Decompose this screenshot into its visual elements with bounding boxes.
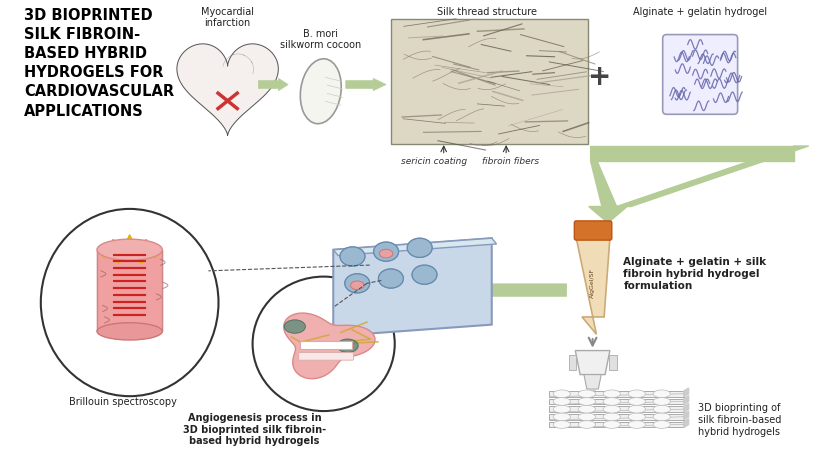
Ellipse shape xyxy=(300,59,342,124)
Ellipse shape xyxy=(351,281,364,289)
Ellipse shape xyxy=(554,390,571,398)
Ellipse shape xyxy=(578,405,596,413)
Ellipse shape xyxy=(653,421,671,428)
Text: AlgGel/SF: AlgGel/SF xyxy=(590,268,595,298)
Text: fibroin fibers: fibroin fibers xyxy=(483,157,540,166)
Polygon shape xyxy=(549,394,684,396)
Polygon shape xyxy=(576,238,610,334)
Polygon shape xyxy=(346,78,386,90)
Polygon shape xyxy=(97,250,163,331)
Polygon shape xyxy=(616,146,808,207)
Ellipse shape xyxy=(653,413,671,421)
Ellipse shape xyxy=(603,413,620,421)
Text: +: + xyxy=(587,63,611,91)
Polygon shape xyxy=(299,341,352,349)
Ellipse shape xyxy=(412,265,437,284)
Ellipse shape xyxy=(628,398,645,405)
Polygon shape xyxy=(684,396,689,405)
FancyBboxPatch shape xyxy=(391,19,587,144)
Ellipse shape xyxy=(603,390,620,398)
Ellipse shape xyxy=(340,247,365,266)
Text: Brillouin spectroscopy: Brillouin spectroscopy xyxy=(69,396,177,407)
Polygon shape xyxy=(591,146,616,219)
Ellipse shape xyxy=(628,421,645,428)
Ellipse shape xyxy=(578,398,596,405)
Ellipse shape xyxy=(653,398,671,405)
Ellipse shape xyxy=(603,405,620,413)
Text: 3D BIOPRINTED
SILK FIBROIN-
BASED HYBRID
HYDROGELS FOR
CARDIOVASCULAR
APPLICATIO: 3D BIOPRINTED SILK FIBROIN- BASED HYBRID… xyxy=(24,8,174,119)
Polygon shape xyxy=(549,414,684,420)
Polygon shape xyxy=(97,250,163,331)
Ellipse shape xyxy=(554,413,571,421)
Polygon shape xyxy=(684,388,689,396)
Text: Angiogenesis process in
3D bioprinted silk fibroin-
based hybrid hydrogels: Angiogenesis process in 3D bioprinted si… xyxy=(183,413,326,446)
Polygon shape xyxy=(333,238,492,336)
Text: Alginate + gelatin + silk
fibroin hybrid hydrogel
formulation: Alginate + gelatin + silk fibroin hybrid… xyxy=(624,257,766,291)
Polygon shape xyxy=(549,409,684,412)
Ellipse shape xyxy=(578,390,596,398)
Text: Silk thread structure: Silk thread structure xyxy=(437,7,537,17)
Ellipse shape xyxy=(628,413,645,421)
Ellipse shape xyxy=(653,390,671,398)
Ellipse shape xyxy=(603,421,620,428)
Polygon shape xyxy=(258,78,288,90)
Polygon shape xyxy=(284,313,375,379)
Ellipse shape xyxy=(337,339,358,352)
Text: 3D bioprinting of
silk fibroin-based
hybrid hydrogels: 3D bioprinting of silk fibroin-based hyb… xyxy=(698,403,781,436)
Text: B. mori
silkworm cocoon: B. mori silkworm cocoon xyxy=(280,29,361,50)
Ellipse shape xyxy=(554,421,571,428)
Ellipse shape xyxy=(40,209,219,396)
Polygon shape xyxy=(333,238,497,256)
Ellipse shape xyxy=(380,249,393,258)
Ellipse shape xyxy=(578,413,596,421)
Ellipse shape xyxy=(252,277,394,411)
Polygon shape xyxy=(589,207,627,223)
Polygon shape xyxy=(684,411,689,420)
Ellipse shape xyxy=(653,405,671,413)
Ellipse shape xyxy=(374,242,398,261)
Polygon shape xyxy=(609,356,616,370)
Polygon shape xyxy=(549,422,684,428)
FancyBboxPatch shape xyxy=(662,35,738,114)
Ellipse shape xyxy=(408,238,432,257)
Polygon shape xyxy=(684,403,689,412)
Ellipse shape xyxy=(628,405,645,413)
Ellipse shape xyxy=(97,323,163,340)
Polygon shape xyxy=(177,44,278,135)
Ellipse shape xyxy=(345,274,370,293)
Polygon shape xyxy=(584,374,601,389)
Polygon shape xyxy=(591,146,794,162)
Ellipse shape xyxy=(628,390,645,398)
Polygon shape xyxy=(455,279,567,302)
Ellipse shape xyxy=(554,398,571,405)
Polygon shape xyxy=(684,419,689,428)
Polygon shape xyxy=(549,401,684,405)
Polygon shape xyxy=(575,351,610,374)
Polygon shape xyxy=(568,356,576,370)
Ellipse shape xyxy=(554,405,571,413)
Text: sericin coating: sericin coating xyxy=(401,157,467,166)
Polygon shape xyxy=(549,424,684,427)
Polygon shape xyxy=(549,391,684,396)
Ellipse shape xyxy=(379,269,403,288)
Text: Alginate + gelatin hydrogel: Alginate + gelatin hydrogel xyxy=(633,7,767,17)
Ellipse shape xyxy=(285,320,305,333)
Text: Myocardial
infarction: Myocardial infarction xyxy=(201,7,254,28)
Polygon shape xyxy=(549,399,684,405)
Ellipse shape xyxy=(603,398,620,405)
Ellipse shape xyxy=(97,239,163,260)
FancyBboxPatch shape xyxy=(299,352,353,360)
Ellipse shape xyxy=(578,421,596,428)
FancyBboxPatch shape xyxy=(574,221,612,240)
Polygon shape xyxy=(590,389,596,396)
Polygon shape xyxy=(549,406,684,412)
Polygon shape xyxy=(549,417,684,420)
